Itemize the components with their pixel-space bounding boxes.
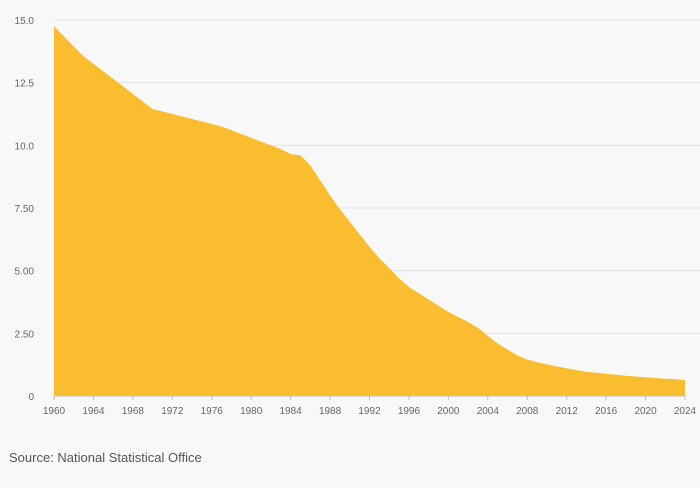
x-tick-label: 1984 bbox=[280, 406, 303, 417]
source-note: Source: National Statistical Office bbox=[9, 450, 202, 465]
x-tick-label: 1988 bbox=[319, 406, 342, 417]
area-series bbox=[54, 26, 685, 397]
x-tick-label: 1996 bbox=[398, 406, 421, 417]
x-tick-label: 1960 bbox=[43, 406, 66, 417]
y-tick-label: 15.0 bbox=[15, 16, 35, 27]
x-tick-label: 1972 bbox=[161, 406, 184, 417]
y-tick-label: 0 bbox=[28, 392, 34, 403]
x-tick-label: 2016 bbox=[595, 406, 618, 417]
y-tick-label: 10.0 bbox=[15, 141, 35, 152]
x-tick-label: 1964 bbox=[82, 406, 105, 417]
y-tick-label: 5.00 bbox=[15, 267, 35, 278]
x-tick-label: 1980 bbox=[240, 406, 263, 417]
y-tick-label: 7.50 bbox=[15, 204, 35, 215]
x-tick-label: 2020 bbox=[634, 406, 657, 417]
x-tick-label: 2012 bbox=[556, 406, 579, 417]
x-tick-label: 2024 bbox=[674, 406, 697, 417]
x-tick-label: 2008 bbox=[516, 406, 539, 417]
plot-area bbox=[54, 26, 685, 397]
x-tick-label: 1976 bbox=[201, 406, 224, 417]
x-axis-ticks: 1960 1964 1968 1972 1976 1980 1984 1988 1992 1996… bbox=[43, 396, 697, 417]
x-tick-label: 2000 bbox=[437, 406, 460, 417]
y-axis: 0 2.50 5.00 7.50 10.0 12.5 15.0 bbox=[15, 16, 35, 403]
y-tick-label: 12.5 bbox=[15, 79, 35, 90]
x-tick-label: 1968 bbox=[122, 406, 145, 417]
y-tick-label: 2.50 bbox=[15, 329, 35, 340]
x-tick-label: 1992 bbox=[358, 406, 381, 417]
x-tick-label: 2004 bbox=[477, 406, 500, 417]
